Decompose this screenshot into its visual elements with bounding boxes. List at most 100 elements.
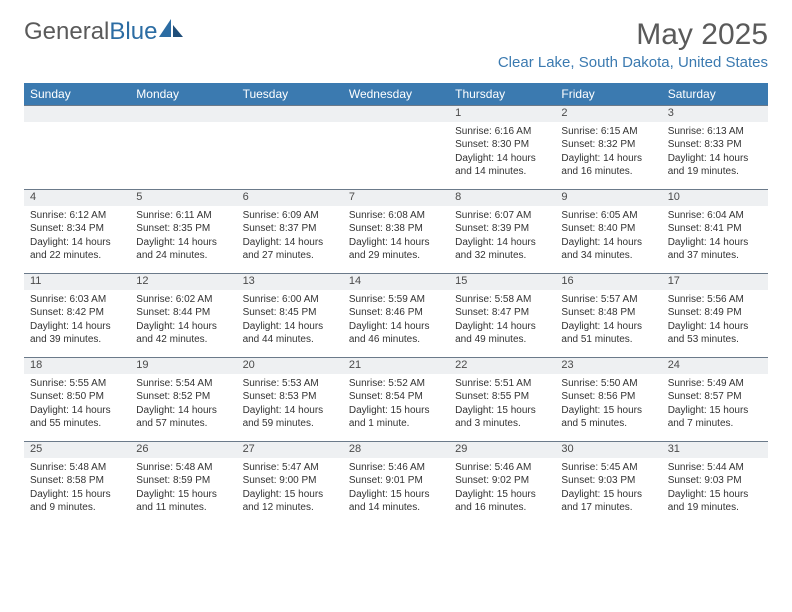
detail-line: Sunrise: 5:47 AM: [243, 461, 337, 475]
weekday-header: Saturday: [662, 83, 768, 106]
logo-text-2: Blue: [109, 18, 157, 46]
detail-line: and 53 minutes.: [668, 333, 762, 347]
day-details: Sunrise: 6:04 AMSunset: 8:41 PMDaylight:…: [662, 206, 768, 274]
day-details: Sunrise: 6:16 AMSunset: 8:30 PMDaylight:…: [449, 122, 555, 190]
day-details: Sunrise: 6:02 AMSunset: 8:44 PMDaylight:…: [130, 290, 236, 358]
detail-line: Daylight: 14 hours: [561, 152, 655, 166]
day-number: 28: [343, 442, 449, 458]
detail-line: Daylight: 15 hours: [349, 404, 443, 418]
day-number: 15: [449, 274, 555, 290]
detail-line: Sunset: 8:56 PM: [561, 390, 655, 404]
day-details: Sunrise: 5:46 AMSunset: 9:02 PMDaylight:…: [449, 458, 555, 526]
day-number: 4: [24, 190, 130, 206]
day-details: Sunrise: 5:50 AMSunset: 8:56 PMDaylight:…: [555, 374, 661, 442]
detail-line: Daylight: 15 hours: [455, 488, 549, 502]
detail-line: Daylight: 15 hours: [349, 488, 443, 502]
day-details: Sunrise: 5:48 AMSunset: 8:58 PMDaylight:…: [24, 458, 130, 526]
month-title: May 2025: [498, 18, 768, 52]
detail-line: and 11 minutes.: [136, 501, 230, 515]
day-details: Sunrise: 5:49 AMSunset: 8:57 PMDaylight:…: [662, 374, 768, 442]
day-number: 21: [343, 358, 449, 374]
detail-line: and 3 minutes.: [455, 417, 549, 431]
detail-line: Sunset: 8:55 PM: [455, 390, 549, 404]
day-details: Sunrise: 6:11 AMSunset: 8:35 PMDaylight:…: [130, 206, 236, 274]
detail-line: Sunrise: 6:08 AM: [349, 209, 443, 223]
day-number: [343, 106, 449, 122]
day-number: 27: [237, 442, 343, 458]
detail-line: and 7 minutes.: [668, 417, 762, 431]
day-number: 24: [662, 358, 768, 374]
daynum-row: 123: [24, 106, 768, 122]
detail-line: Sunrise: 5:50 AM: [561, 377, 655, 391]
detail-line: Daylight: 15 hours: [136, 488, 230, 502]
daynum-row: 18192021222324: [24, 358, 768, 374]
detail-line: Sunrise: 5:56 AM: [668, 293, 762, 307]
detail-line: Daylight: 14 hours: [455, 152, 549, 166]
detail-line: Sunrise: 6:07 AM: [455, 209, 549, 223]
day-details: [24, 122, 130, 190]
detail-line: Daylight: 14 hours: [455, 236, 549, 250]
detail-line: Sunrise: 5:51 AM: [455, 377, 549, 391]
daynum-row: 25262728293031: [24, 442, 768, 458]
day-details: Sunrise: 5:58 AMSunset: 8:47 PMDaylight:…: [449, 290, 555, 358]
detail-line: Daylight: 14 hours: [668, 236, 762, 250]
detail-line: and 19 minutes.: [668, 165, 762, 179]
detail-line: and 46 minutes.: [349, 333, 443, 347]
logo: GeneralBlue: [24, 18, 185, 46]
detail-line: Daylight: 14 hours: [349, 320, 443, 334]
detail-line: and 16 minutes.: [455, 501, 549, 515]
day-details: [343, 122, 449, 190]
detail-line: Sunset: 8:30 PM: [455, 138, 549, 152]
detail-line: and 42 minutes.: [136, 333, 230, 347]
day-number: 7: [343, 190, 449, 206]
detail-line: and 39 minutes.: [30, 333, 124, 347]
day-details: Sunrise: 6:12 AMSunset: 8:34 PMDaylight:…: [24, 206, 130, 274]
detail-line: and 9 minutes.: [30, 501, 124, 515]
detail-line: Sunrise: 6:02 AM: [136, 293, 230, 307]
day-details: Sunrise: 5:45 AMSunset: 9:03 PMDaylight:…: [555, 458, 661, 526]
day-details: Sunrise: 5:59 AMSunset: 8:46 PMDaylight:…: [343, 290, 449, 358]
day-details: Sunrise: 5:53 AMSunset: 8:53 PMDaylight:…: [237, 374, 343, 442]
detail-line: Sunset: 9:02 PM: [455, 474, 549, 488]
detail-line: Sunrise: 6:11 AM: [136, 209, 230, 223]
detail-line: Daylight: 15 hours: [455, 404, 549, 418]
detail-line: Daylight: 14 hours: [243, 320, 337, 334]
detail-line: and 57 minutes.: [136, 417, 230, 431]
day-details: Sunrise: 5:47 AMSunset: 9:00 PMDaylight:…: [237, 458, 343, 526]
detail-line: Sunset: 8:45 PM: [243, 306, 337, 320]
detail-line: Sunrise: 6:04 AM: [668, 209, 762, 223]
detail-line: and 32 minutes.: [455, 249, 549, 263]
weekday-header: Tuesday: [237, 83, 343, 106]
detail-line: Daylight: 14 hours: [243, 236, 337, 250]
detail-line: Sunrise: 5:48 AM: [136, 461, 230, 475]
detail-line: Sunset: 8:57 PM: [668, 390, 762, 404]
day-number: 18: [24, 358, 130, 374]
detail-line: Sunrise: 5:45 AM: [561, 461, 655, 475]
detail-line: and 29 minutes.: [349, 249, 443, 263]
detail-line: Sunrise: 5:44 AM: [668, 461, 762, 475]
weekday-header: Friday: [555, 83, 661, 106]
detail-line: Sunrise: 5:57 AM: [561, 293, 655, 307]
detail-line: Sunset: 8:41 PM: [668, 222, 762, 236]
detail-line: and 19 minutes.: [668, 501, 762, 515]
detail-line: Sunset: 8:53 PM: [243, 390, 337, 404]
weekday-header-row: SundayMondayTuesdayWednesdayThursdayFrid…: [24, 83, 768, 106]
detail-line: Sunrise: 6:03 AM: [30, 293, 124, 307]
day-number: 11: [24, 274, 130, 290]
detail-line: Sunset: 8:42 PM: [30, 306, 124, 320]
day-number: 19: [130, 358, 236, 374]
detail-line: Sunset: 8:47 PM: [455, 306, 549, 320]
detail-row: Sunrise: 5:55 AMSunset: 8:50 PMDaylight:…: [24, 374, 768, 442]
header: GeneralBlue May 2025 Clear Lake, South D…: [0, 0, 792, 75]
detail-line: Daylight: 14 hours: [668, 320, 762, 334]
detail-line: Sunset: 8:44 PM: [136, 306, 230, 320]
detail-line: Sunrise: 6:16 AM: [455, 125, 549, 139]
day-details: Sunrise: 6:00 AMSunset: 8:45 PMDaylight:…: [237, 290, 343, 358]
detail-line: and 14 minutes.: [349, 501, 443, 515]
detail-line: Daylight: 15 hours: [668, 404, 762, 418]
detail-line: Sunrise: 5:59 AM: [349, 293, 443, 307]
detail-line: Sunrise: 6:09 AM: [243, 209, 337, 223]
detail-line: Sunset: 8:54 PM: [349, 390, 443, 404]
detail-line: Sunrise: 6:12 AM: [30, 209, 124, 223]
day-details: Sunrise: 6:09 AMSunset: 8:37 PMDaylight:…: [237, 206, 343, 274]
